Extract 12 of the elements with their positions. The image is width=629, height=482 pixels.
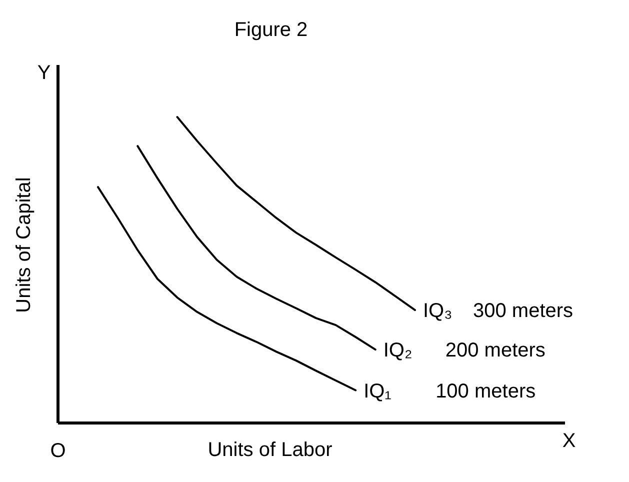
y-axis-title: Units of Capital (13, 177, 35, 313)
text: 200 meters (445, 340, 546, 362)
chart-title: Figure 2 (234, 19, 308, 41)
text: 300 meters (473, 300, 574, 322)
text: 100 meters (436, 380, 536, 402)
text: Y (37, 62, 51, 84)
series-label: IQ₃ (423, 300, 452, 322)
series-label: IQ₁ (364, 380, 392, 402)
series-label: IQ₂ (383, 340, 412, 362)
text: O (50, 440, 66, 462)
x-axis-title: Units of Labor (208, 439, 333, 461)
text: X (562, 430, 576, 452)
